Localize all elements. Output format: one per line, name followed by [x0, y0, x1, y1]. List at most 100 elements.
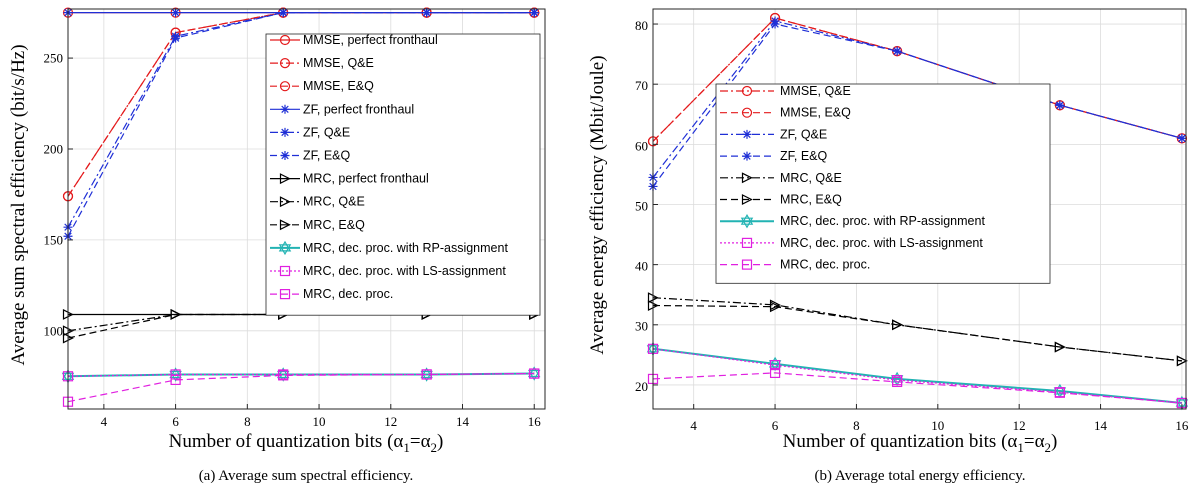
legend-label: MRC, dec. proc. with LS-assignment [780, 236, 983, 250]
legend-label: MRC, dec. proc. with LS-assignment [303, 264, 506, 278]
x-tick-label: 16 [528, 414, 542, 429]
x-tick-label: 4 [101, 414, 108, 429]
y-tick-label: 60 [635, 138, 648, 153]
legend-label: ZF, perfect fronthaul [303, 102, 414, 116]
legend-label: MRC, dec. proc. [780, 258, 870, 272]
x-tick-label: 8 [244, 414, 251, 429]
legend-entry: MMSE, Q&E [270, 56, 374, 70]
legend-entry: MRC, dec. proc. with RP-assignment [720, 214, 985, 229]
legend-entry: MRC, dec. proc. with LS-assignment [720, 236, 983, 250]
data-point [1054, 341, 1066, 353]
y-tick-label: 50 [635, 198, 648, 213]
data-point [171, 8, 181, 18]
y-axis-label: Average sum spectral efficiency (bit/s/H… [8, 44, 29, 365]
y-tick-label: 200 [44, 142, 64, 157]
x-axis-label-sub: 1 [403, 440, 410, 455]
legend-marker [279, 34, 291, 46]
y-tick-label: 150 [44, 232, 64, 247]
x-axis-label-sub: 2 [1045, 440, 1052, 455]
legend-label: MRC, perfect fronthaul [303, 172, 429, 186]
y-tick-label: 40 [635, 259, 648, 274]
legend-marker [741, 172, 753, 184]
series-11 [62, 368, 540, 407]
legend-entry: MRC, dec. proc. with RP-assignment [270, 240, 508, 256]
legend-marker [280, 127, 290, 137]
series-line [652, 23, 1183, 187]
legend-entry: MRC, Q&E [720, 171, 842, 185]
legend-marker [278, 240, 292, 256]
y-tick-label: 20 [635, 379, 648, 394]
data-point [892, 319, 903, 331]
data-point [422, 8, 432, 18]
data-point [1054, 387, 1065, 398]
legend-label: ZF, Q&E [303, 125, 350, 139]
legend-box [265, 33, 541, 316]
x-axis-label-eq: =α [410, 431, 431, 452]
legend-marker [279, 81, 291, 92]
y-tick-label: 250 [44, 51, 64, 66]
data-point [278, 370, 289, 381]
data-point [278, 8, 288, 18]
x-tick-label: 4 [690, 418, 697, 433]
series-line [652, 372, 1182, 404]
legend-entry: MMSE, perfect fronthaul [270, 33, 438, 47]
legend-label: ZF, Q&E [780, 127, 827, 141]
legend-entry: ZF, Q&E [720, 127, 827, 141]
x-axis-label-eq: =α [1024, 431, 1045, 452]
legend-entry: MMSE, E&Q [270, 79, 374, 93]
x-tick-label: 14 [1094, 418, 1108, 433]
x-tick-label: 10 [931, 418, 944, 433]
legend-label: MMSE, Q&E [303, 56, 374, 70]
y-tick-label: 80 [635, 18, 648, 33]
legend-marker [279, 265, 291, 277]
data-point [770, 19, 780, 29]
data-point [170, 374, 181, 386]
legend-label: MRC, dec. proc. with RP-assignment [303, 241, 508, 255]
legend-marker [279, 196, 291, 208]
legend-label: MRC, dec. proc. [303, 287, 393, 301]
legend-entry: MRC, E&Q [270, 218, 365, 232]
data-point [769, 359, 781, 371]
legend-marker [741, 237, 753, 248]
legend-entry: MMSE, E&Q [720, 106, 851, 120]
data-point [892, 46, 902, 56]
data-point [529, 368, 540, 379]
legend-entry: MRC, dec. proc. with LS-assignment [270, 264, 506, 278]
x-tick-label: 6 [172, 414, 179, 429]
legend-entry: ZF, perfect fronthaul [270, 102, 414, 116]
legend-label: MRC, E&Q [780, 193, 842, 207]
data-point [769, 367, 781, 379]
series-line [652, 347, 1182, 404]
x-tick-label: 12 [384, 414, 397, 429]
legend-marker [741, 259, 753, 270]
x-axis-label: Number of quantization bits (α1=α2) [783, 431, 1058, 455]
data-point [171, 33, 181, 43]
legend-entry: MRC, perfect fronthaul [270, 172, 429, 186]
figure-caption: (a) Average sum spectral efficiency. [199, 468, 414, 484]
y-tick-label: 100 [44, 323, 64, 338]
data-point [421, 369, 432, 380]
legend-entry: MRC, Q&E [270, 195, 365, 209]
x-axis-label-close: ) [437, 431, 443, 452]
legend: MMSE, Q&E MMSE, E&Q ZF, Q&E ZF, E&Q MRC, Q&E… [715, 83, 1051, 284]
legend-entry: MRC, dec. proc. [270, 287, 393, 301]
x-tick-label: 16 [1175, 418, 1189, 433]
data-point [420, 367, 433, 382]
legend-label: MMSE, E&Q [303, 79, 374, 93]
y-axis-label: Average energy efficiency (Mbit/Joule) [587, 55, 608, 354]
legend-label: MMSE, Q&E [780, 84, 851, 98]
data-point [170, 369, 181, 380]
legend-marker [280, 151, 290, 160]
data-point [1055, 100, 1065, 110]
legend-entry: MMSE, Q&E [720, 84, 851, 98]
x-axis-label: Number of quantization bits (α1=α2) [169, 431, 444, 455]
x-tick-label: 12 [1013, 418, 1026, 433]
axes-frame [67, 8, 546, 410]
data-point [769, 301, 781, 313]
legend-entry: MRC, dec. proc. [720, 258, 870, 272]
legend-marker [741, 107, 753, 118]
legend-marker [742, 151, 752, 161]
figure-caption: (b) Average total energy efficiency. [814, 468, 1025, 484]
x-axis-label-main: Number of quantization bits (α [169, 431, 404, 452]
